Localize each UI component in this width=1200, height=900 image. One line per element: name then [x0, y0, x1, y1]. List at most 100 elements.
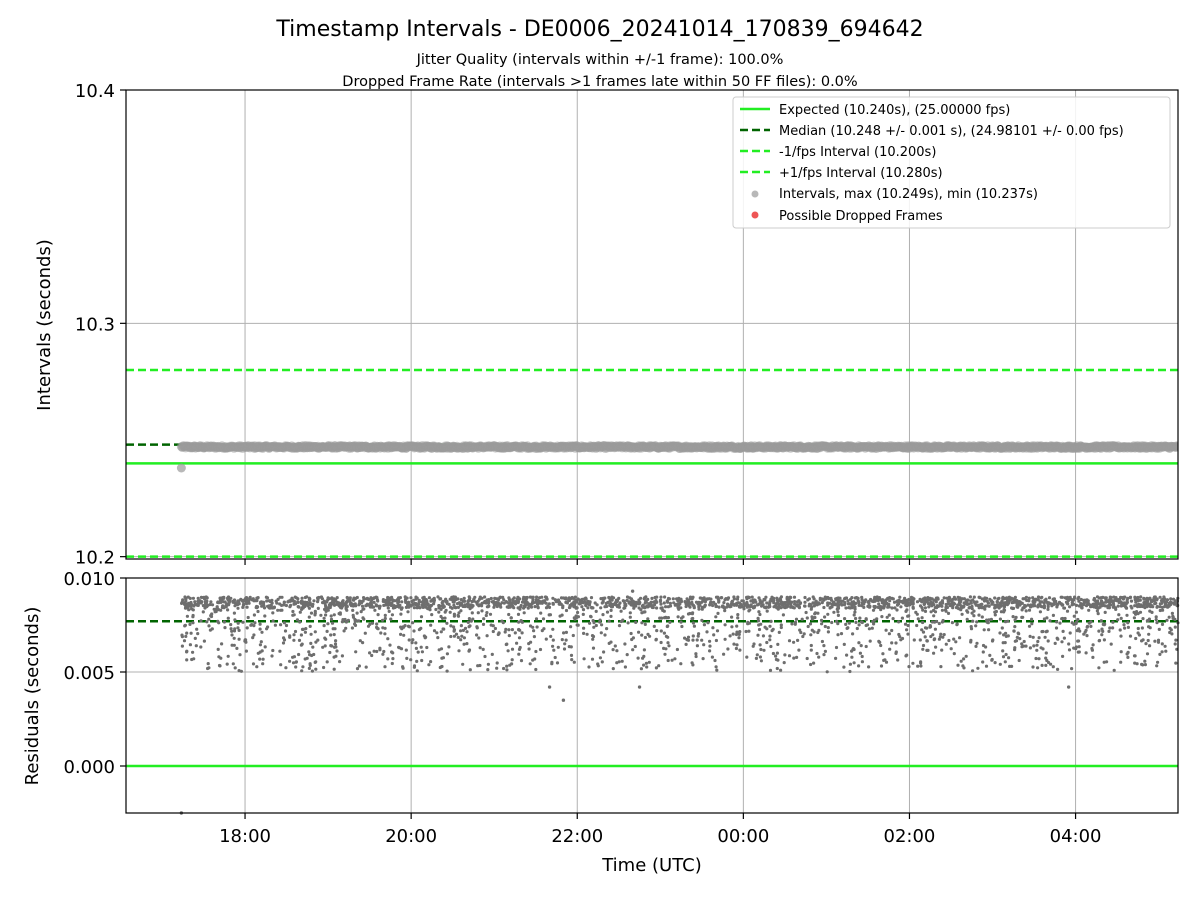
residual-point	[836, 610, 840, 614]
residual-point	[1123, 626, 1127, 630]
residual-point	[794, 617, 799, 621]
residual-point	[1087, 608, 1091, 612]
residual-point	[1097, 596, 1102, 600]
residual-point	[322, 665, 326, 670]
residual-point	[944, 605, 948, 610]
residual-point	[795, 603, 799, 607]
residual-point	[207, 624, 211, 628]
residual-point	[529, 605, 534, 609]
residual-point	[764, 606, 768, 610]
residual-point	[1099, 619, 1103, 623]
residual-point	[940, 648, 944, 652]
residual-point	[1126, 625, 1130, 630]
residual-point	[271, 619, 275, 623]
residual-point	[781, 613, 786, 617]
residual-point	[667, 597, 672, 601]
residual-point	[262, 606, 267, 610]
residual-point	[1100, 633, 1104, 637]
residual-point	[404, 599, 408, 603]
residual-point	[1017, 632, 1021, 636]
residual-point	[673, 657, 677, 661]
residual-point	[291, 655, 295, 659]
residual-point	[691, 663, 695, 667]
residual-point	[870, 626, 874, 630]
residual-point	[180, 633, 184, 637]
residual-point	[756, 619, 761, 623]
residual-point	[989, 617, 994, 621]
residual-point	[419, 615, 424, 619]
residual-point	[1117, 613, 1121, 617]
residual-point	[321, 645, 325, 649]
residual-point	[717, 605, 721, 609]
residual-point	[1119, 660, 1123, 664]
residual-point	[538, 596, 542, 600]
residual-point	[564, 596, 568, 600]
residual-point	[344, 620, 348, 624]
residual-point	[564, 608, 569, 613]
residual-point	[1031, 599, 1035, 604]
residual-point	[399, 612, 403, 616]
residual-point	[452, 634, 456, 638]
residual-point	[868, 605, 872, 609]
residual-point	[640, 621, 644, 625]
residual-point	[1037, 636, 1041, 640]
residual-point	[590, 606, 594, 610]
residual-point	[1062, 636, 1066, 640]
residual-point	[822, 605, 826, 610]
residual-point	[236, 626, 240, 630]
residual-point	[639, 667, 644, 671]
residual-point	[745, 655, 749, 659]
residual-point	[1075, 620, 1079, 624]
residual-point	[333, 627, 337, 631]
residual-point	[531, 595, 535, 599]
residual-point	[1153, 639, 1157, 643]
residual-point	[1089, 620, 1093, 624]
residual-point	[215, 606, 219, 610]
residual-point	[237, 637, 241, 641]
residual-point	[383, 616, 387, 621]
residual-point	[255, 606, 259, 610]
residual-point	[774, 654, 778, 658]
residual-point	[758, 612, 762, 617]
residual-point	[735, 601, 739, 606]
residual-point	[572, 616, 576, 620]
residual-point	[1126, 650, 1130, 655]
residual-point	[598, 656, 603, 660]
residual-point	[1007, 656, 1011, 660]
residual-point	[905, 608, 909, 612]
residual-point	[232, 611, 236, 615]
residual-point	[401, 625, 405, 629]
residual-point	[832, 603, 836, 607]
residual-point	[1155, 621, 1159, 625]
residual-point	[221, 604, 225, 608]
residual-point	[1027, 608, 1032, 612]
interval-point	[1173, 441, 1178, 451]
residual-point	[878, 640, 882, 645]
residual-point	[230, 633, 234, 637]
residual-point	[423, 636, 427, 640]
residual-point	[970, 611, 974, 615]
residual-point	[952, 652, 956, 656]
residual-point	[509, 616, 513, 620]
residual-point	[608, 597, 612, 601]
residual-point	[998, 617, 1003, 621]
residual-point	[216, 647, 220, 652]
residual-point	[900, 616, 905, 620]
residual-point	[759, 659, 764, 663]
residual-point	[308, 663, 312, 668]
residual-point	[422, 603, 427, 607]
residual-point	[1023, 597, 1027, 601]
residual-point	[978, 596, 982, 600]
residual-point	[735, 624, 739, 628]
residual-point	[608, 602, 612, 607]
xtick-label-4: 02:00	[884, 826, 936, 847]
residual-point	[806, 624, 810, 629]
residual-point	[659, 629, 663, 633]
residual-point	[491, 629, 495, 634]
residual-point	[712, 633, 716, 637]
residual-point	[772, 596, 776, 600]
residual-point	[804, 610, 808, 615]
residual-point	[459, 601, 463, 605]
residual-point	[236, 621, 240, 625]
residual-point	[713, 658, 717, 663]
